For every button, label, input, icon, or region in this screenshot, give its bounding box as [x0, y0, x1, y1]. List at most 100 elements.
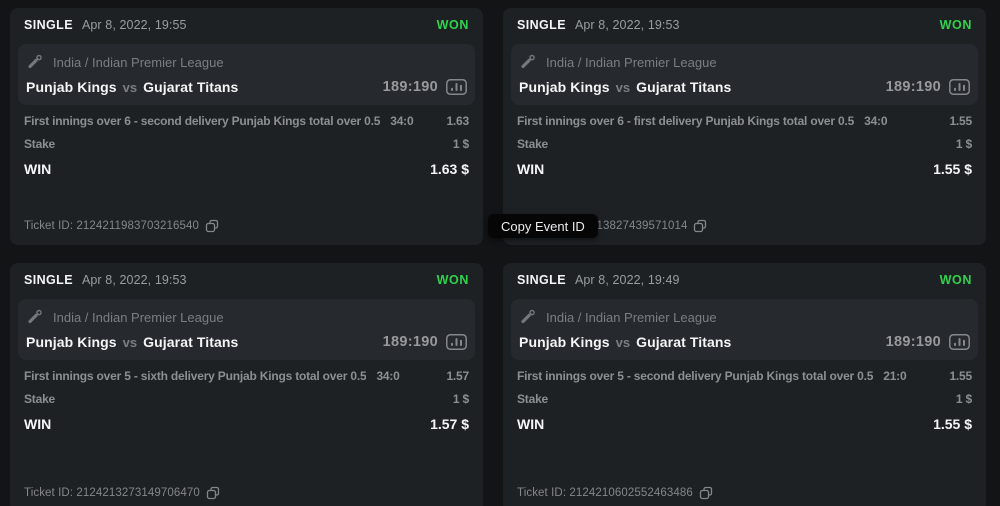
card-header: SINGLE Apr 8, 2022, 19:53 WON [24, 267, 469, 293]
win-label: WIN [24, 161, 52, 177]
bet-card: SINGLE Apr 8, 2022, 19:53 WON India / In… [10, 263, 483, 506]
copy-icon[interactable] [206, 486, 220, 500]
win-row: WIN 1.63 $ [24, 161, 469, 177]
match-stats-button[interactable] [949, 334, 970, 350]
ticket-id: 213827439571014 [590, 220, 688, 232]
stake-label: Stake [517, 137, 549, 151]
match-score: 189:190 [382, 79, 438, 95]
ticket-row: 213827439571014 [517, 219, 972, 233]
win-row: WIN 1.57 $ [24, 416, 469, 432]
event-box: India / Indian Premier League Punjab Kin… [511, 299, 978, 360]
event-box: India / Indian Premier League Punjab Kin… [511, 44, 978, 105]
team-away: Gujarat Titans [636, 79, 732, 95]
bet-selection-row: First innings over 6 - second delivery P… [24, 114, 469, 128]
teams-row: Punjab Kings vs Gujarat Titans 189:190 [519, 334, 970, 350]
stake-value: 1 $ [955, 137, 972, 151]
bet-description: First innings over 5 - sixth delivery Pu… [24, 369, 367, 383]
bet-description: First innings over 5 - second delivery P… [517, 369, 874, 383]
status-badge: WON [436, 18, 469, 32]
bet-type-label: SINGLE [517, 18, 566, 32]
match-stats-button[interactable] [446, 79, 467, 95]
stake-label: Stake [517, 392, 549, 406]
bet-description: First innings over 6 - second delivery P… [24, 114, 381, 128]
team-away: Gujarat Titans [143, 334, 239, 350]
win-label: WIN [24, 416, 52, 432]
match-score: 189:190 [885, 334, 941, 350]
league-label: India / Indian Premier League [546, 54, 717, 70]
bet-type-label: SINGLE [24, 273, 73, 287]
bet-selection-row: First innings over 5 - sixth delivery Pu… [24, 369, 469, 383]
bet-card: SINGLE Apr 8, 2022, 19:49 WON India / In… [503, 263, 986, 506]
cricket-icon [519, 308, 537, 326]
teams-row: Punjab Kings vs Gujarat Titans 189:190 [26, 79, 467, 95]
ticket-row: Ticket ID: 2124210602552463486 [517, 486, 972, 500]
bet-type-label: SINGLE [24, 18, 73, 32]
bet-description: First innings over 6 - first delivery Pu… [517, 114, 855, 128]
ticket-id: Ticket ID: 2124211983703216540 [24, 220, 199, 232]
stake-value: 1 $ [955, 392, 972, 406]
status-badge: WON [939, 273, 972, 287]
bet-moment-score: 21:0 [883, 369, 907, 383]
cricket-icon [519, 53, 537, 71]
bet-selection-row: First innings over 6 - first delivery Pu… [517, 114, 972, 128]
win-row: WIN 1.55 $ [517, 161, 972, 177]
team-home: Punjab Kings [26, 334, 117, 350]
vs-label: vs [122, 334, 138, 350]
cricket-icon [26, 308, 44, 326]
team-home: Punjab Kings [519, 334, 610, 350]
event-box: India / Indian Premier League Punjab Kin… [18, 299, 475, 360]
league-row: India / Indian Premier League [26, 308, 467, 326]
stake-label: Stake [24, 392, 56, 406]
bet-selection-row: First innings over 5 - second delivery P… [517, 369, 972, 383]
status-badge: WON [939, 18, 972, 32]
bet-odds: 1.63 [446, 114, 469, 128]
bet-moment-score: 34:0 [864, 114, 888, 128]
stake-value: 1 $ [452, 392, 469, 406]
team-away: Gujarat Titans [143, 79, 239, 95]
bet-date: Apr 8, 2022, 19:53 [81, 273, 187, 287]
ticket-row: Ticket ID: 2124211983703216540 [24, 219, 469, 233]
copy-icon[interactable] [693, 219, 707, 233]
stake-row: Stake 1 $ [24, 137, 469, 151]
bet-odds: 1.57 [446, 369, 469, 383]
bet-odds: 1.55 [949, 114, 972, 128]
match-stats-button[interactable] [949, 79, 970, 95]
league-row: India / Indian Premier League [519, 308, 970, 326]
copy-event-id-tooltip: Copy Event ID [488, 214, 598, 238]
bet-date: Apr 8, 2022, 19:49 [574, 273, 680, 287]
bet-moment-score: 34:0 [376, 369, 400, 383]
card-header: SINGLE Apr 8, 2022, 19:55 WON [24, 12, 469, 38]
copy-icon[interactable] [205, 219, 219, 233]
win-label: WIN [517, 161, 545, 177]
stake-label: Stake [24, 137, 56, 151]
vs-label: vs [615, 79, 631, 95]
stake-row: Stake 1 $ [517, 392, 972, 406]
match-score: 189:190 [885, 79, 941, 95]
bet-date: Apr 8, 2022, 19:53 [574, 18, 680, 32]
ticket-id: Ticket ID: 2124213273149706470 [24, 487, 200, 499]
win-label: WIN [517, 416, 545, 432]
league-label: India / Indian Premier League [53, 54, 224, 70]
match-stats-button[interactable] [446, 334, 467, 350]
win-value: 1.55 $ [933, 161, 972, 177]
bet-card: SINGLE Apr 8, 2022, 19:55 WON India / In… [10, 8, 483, 245]
bet-odds: 1.55 [949, 369, 972, 383]
bet-moment-score: 34:0 [390, 114, 414, 128]
stake-value: 1 $ [452, 137, 469, 151]
win-row: WIN 1.55 $ [517, 416, 972, 432]
ticket-row: Ticket ID: 2124213273149706470 [24, 486, 469, 500]
win-value: 1.57 $ [430, 416, 469, 432]
league-label: India / Indian Premier League [546, 309, 717, 325]
win-value: 1.63 $ [430, 161, 469, 177]
card-header: SINGLE Apr 8, 2022, 19:53 WON [517, 12, 972, 38]
teams-row: Punjab Kings vs Gujarat Titans 189:190 [26, 334, 467, 350]
bet-card: SINGLE Apr 8, 2022, 19:53 WON India / In… [503, 8, 986, 245]
vs-label: vs [615, 334, 631, 350]
ticket-id: Ticket ID: 2124210602552463486 [517, 487, 693, 499]
team-away: Gujarat Titans [636, 334, 732, 350]
cricket-icon [26, 53, 44, 71]
copy-icon[interactable] [699, 486, 713, 500]
stake-row: Stake 1 $ [517, 137, 972, 151]
league-row: India / Indian Premier League [519, 53, 970, 71]
